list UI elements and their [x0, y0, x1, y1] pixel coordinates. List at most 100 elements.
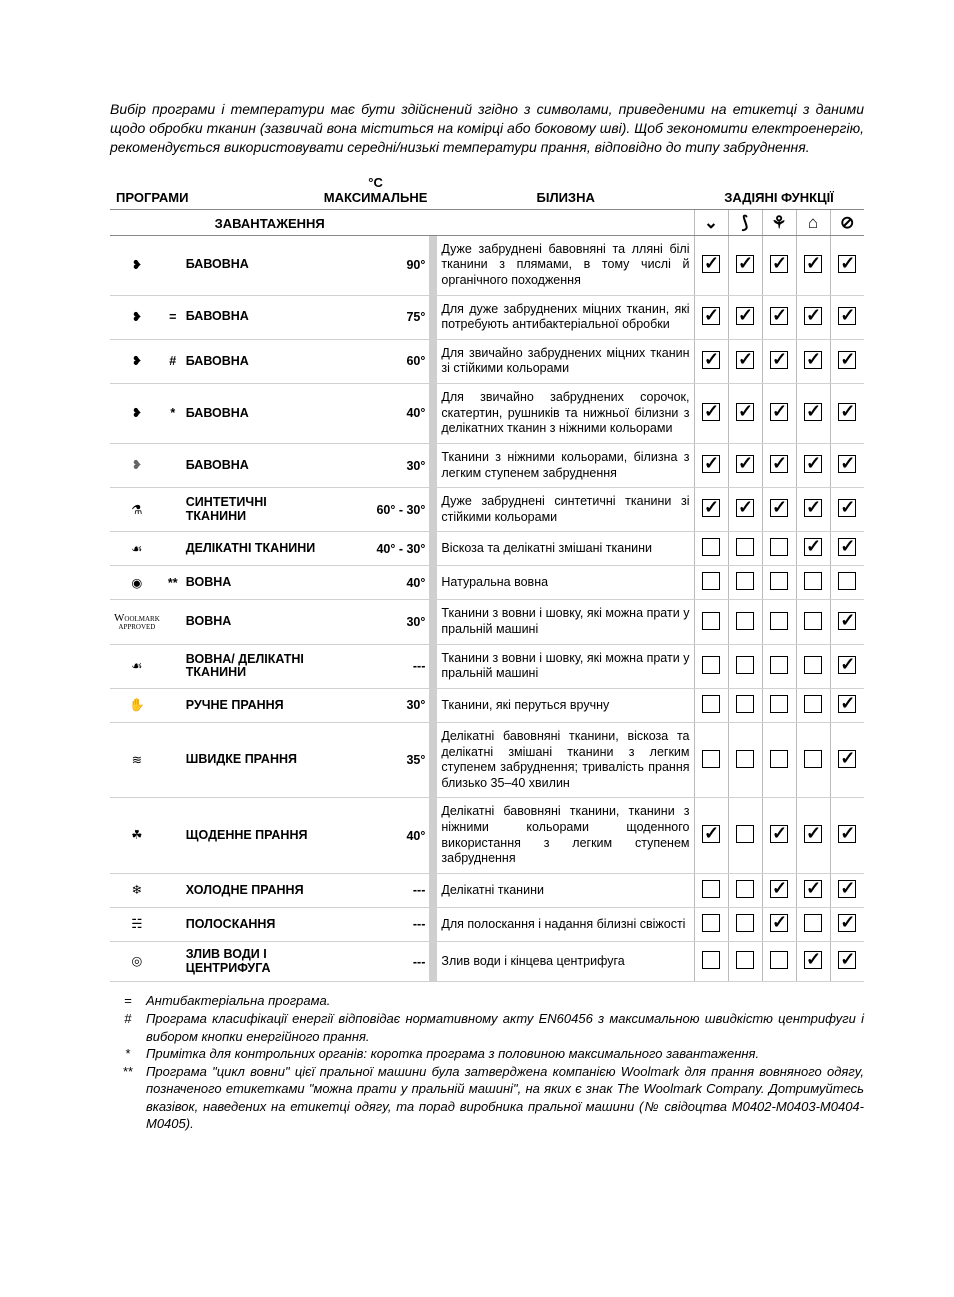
function-checkbox	[830, 488, 864, 532]
checkbox-checked-icon	[736, 307, 754, 325]
table-row: ☘ЩОДЕННЕ ПРАННЯ40°Делікатні бавовняні тк…	[110, 798, 864, 874]
function-checkbox	[796, 443, 830, 487]
program-name: ПОЛОСКАННЯ	[182, 907, 322, 941]
function-checkbox	[694, 295, 728, 339]
checkbox-checked-icon	[770, 307, 788, 325]
table-row: ☵ПОЛОСКАННЯ---Для полоскання і надання б…	[110, 907, 864, 941]
footnote-text: Програма "цикл вовни" цієї пральної маши…	[146, 1063, 864, 1133]
function-checkbox	[830, 235, 864, 295]
checkbox-checked-icon	[770, 499, 788, 517]
checkbox-empty-icon	[736, 695, 754, 713]
program-description: Для звичайно забруднених сорочок, скатер…	[437, 384, 694, 444]
checkbox-empty-icon	[702, 914, 720, 932]
checkbox-checked-icon	[770, 825, 788, 843]
function-checkbox	[694, 384, 728, 444]
checkbox-checked-icon	[702, 307, 720, 325]
function-checkbox	[762, 798, 796, 874]
function-checkbox	[830, 384, 864, 444]
program-name: ВОВНА/ ДЕЛІКАТНІ ТКАНИНИ	[182, 644, 322, 688]
footnote-symbol: **	[110, 1063, 146, 1133]
program-mark	[164, 443, 182, 487]
header-load: ЗАВАНТАЖЕННЯ	[110, 209, 429, 235]
checkbox-checked-icon	[702, 351, 720, 369]
checkbox-checked-icon	[770, 255, 788, 273]
function-checkbox	[728, 443, 762, 487]
table-row: ⚗СИНТЕТИЧНІ ТКАНИНИ60° - 30°Дуже забрудн…	[110, 488, 864, 532]
program-temp: 60°	[322, 339, 430, 383]
program-icon: ◎	[110, 941, 164, 982]
function-checkbox	[796, 600, 830, 644]
footnotes: =Антибактеріальна програма.#Програма кла…	[110, 992, 864, 1132]
function-checkbox	[830, 644, 864, 688]
program-name: СИНТЕТИЧНІ ТКАНИНИ	[182, 488, 322, 532]
checkbox-checked-icon	[736, 403, 754, 421]
program-mark	[164, 907, 182, 941]
program-description: Дуже забруднені бавовняні та лляні білі …	[437, 235, 694, 295]
header-laundry: БІЛИЗНА	[437, 171, 694, 210]
function-checkbox	[728, 295, 762, 339]
function-checkbox	[762, 941, 796, 982]
function-checkbox	[728, 600, 762, 644]
checkbox-empty-icon	[838, 572, 856, 590]
checkbox-checked-icon	[804, 351, 822, 369]
checkbox-checked-icon	[736, 499, 754, 517]
program-description: Делікатні тканини	[437, 873, 694, 907]
program-icon: ☵	[110, 907, 164, 941]
program-temp: 30°	[322, 688, 430, 722]
program-temp: 40°	[322, 384, 430, 444]
function-checkbox	[762, 443, 796, 487]
function-checkbox	[796, 798, 830, 874]
function-checkbox	[796, 532, 830, 566]
checkbox-empty-icon	[736, 914, 754, 932]
function-checkbox	[694, 722, 728, 798]
program-description: Для звичайно забруднених міцних тканин з…	[437, 339, 694, 383]
checkbox-empty-icon	[736, 750, 754, 768]
program-name: ДЕЛІКАТНІ ТКАНИНИ	[182, 532, 322, 566]
checkbox-empty-icon	[736, 538, 754, 556]
program-mark: =	[164, 295, 182, 339]
checkbox-empty-icon	[804, 750, 822, 768]
program-name: ВОВНА	[182, 600, 322, 644]
function-checkbox	[762, 488, 796, 532]
function-checkbox	[728, 532, 762, 566]
checkbox-empty-icon	[770, 612, 788, 630]
program-temp: 40°	[322, 798, 430, 874]
checkbox-empty-icon	[736, 951, 754, 969]
function-checkbox	[694, 600, 728, 644]
divider	[429, 688, 437, 722]
program-description: Дуже забруднені синтетичні тканини зі ст…	[437, 488, 694, 532]
program-temp: 40°	[322, 566, 430, 600]
function-checkbox	[762, 339, 796, 383]
program-temp: 30°	[322, 443, 430, 487]
program-temp: ---	[322, 873, 430, 907]
divider	[429, 873, 437, 907]
table-row: ◉**ВОВНА40°Натуральна вовна	[110, 566, 864, 600]
checkbox-checked-icon	[838, 455, 856, 473]
function-checkbox	[694, 644, 728, 688]
checkbox-empty-icon	[770, 750, 788, 768]
function-checkbox	[796, 295, 830, 339]
checkbox-empty-icon	[702, 656, 720, 674]
function-checkbox	[796, 722, 830, 798]
program-name: ШВИДКЕ ПРАННЯ	[182, 722, 322, 798]
checkbox-checked-icon	[804, 307, 822, 325]
program-temp: ---	[322, 941, 430, 982]
program-name: ЩОДЕННЕ ПРАННЯ	[182, 798, 322, 874]
checkbox-empty-icon	[702, 951, 720, 969]
function-checkbox	[796, 644, 830, 688]
divider	[429, 644, 437, 688]
program-name: ХОЛОДНЕ ПРАННЯ	[182, 873, 322, 907]
table-header-row-1: ПРОГРАМИ °С МАКСИМАЛЬНЕ БІЛИЗНА ЗАДІЯНІ …	[110, 171, 864, 210]
checkbox-empty-icon	[770, 951, 788, 969]
checkbox-checked-icon	[838, 538, 856, 556]
function-checkbox	[728, 235, 762, 295]
table-row: ❥БАВОВНА90°Дуже забруднені бавовняні та …	[110, 235, 864, 295]
checkbox-checked-icon	[770, 403, 788, 421]
program-name: БАВОВНА	[182, 295, 322, 339]
function-checkbox	[728, 384, 762, 444]
checkbox-checked-icon	[804, 499, 822, 517]
checkbox-checked-icon	[736, 455, 754, 473]
checkbox-checked-icon	[838, 880, 856, 898]
function-checkbox	[762, 600, 796, 644]
program-description: Делікатні бавовняні тканини, віскоза та …	[437, 722, 694, 798]
